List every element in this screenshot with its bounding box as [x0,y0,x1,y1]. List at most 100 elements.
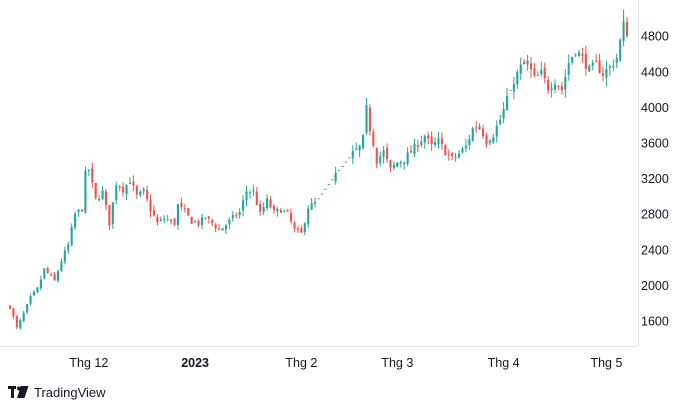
candle [122,182,125,197]
candle [584,45,587,76]
candle [146,185,149,202]
candle [385,143,389,163]
candle [358,144,361,158]
candle [612,59,615,71]
candle [389,159,392,173]
candle [115,181,118,205]
candle [56,269,60,283]
candle [502,101,505,124]
candle [553,79,557,94]
candle [550,81,553,98]
x-axis-ticks: Thg 12 2023 Thg 2 Thg 3 Thg 4 Thg 5 [69,356,622,370]
candle [53,271,56,281]
x-tick-label: Thg 3 [381,356,413,370]
candle [451,151,454,161]
x-tick-label: 2023 [181,356,209,370]
candle [512,77,515,100]
candle [272,204,275,214]
x-tick-label: Thg 5 [590,356,622,370]
candle [94,182,97,200]
y-tick-label: 1600 [641,314,669,328]
candle [526,54,529,71]
candle [334,166,337,185]
candle [420,135,423,148]
candle [108,205,111,231]
candle [591,60,594,71]
candle [488,138,491,146]
candle [307,205,310,228]
candle [379,151,382,167]
candle [269,196,272,209]
candle [574,53,577,58]
candle [457,150,461,159]
candle [170,218,173,225]
candle [286,208,289,213]
candle [204,217,207,220]
candle [46,266,49,274]
candle [163,215,166,224]
candle [310,197,313,210]
footer-brand[interactable]: TradingView [8,383,106,401]
candle [571,56,574,66]
candle [235,212,238,219]
y-tick-label: 2800 [641,208,669,222]
candle [190,216,193,224]
candle [560,81,563,95]
candle [540,61,543,77]
candle [8,304,12,310]
candle [447,149,450,161]
tradingview-logo-icon [8,386,29,398]
candle [495,120,498,143]
candle [70,223,73,247]
candle [39,275,42,291]
candle [392,161,395,171]
candle [300,225,303,234]
candle [615,53,618,68]
candle [461,146,464,155]
candle [194,220,197,223]
candle [26,303,29,315]
candle [91,162,94,188]
candle [98,195,101,202]
candle [365,97,368,136]
candle [19,318,22,331]
candle [368,104,371,136]
candle [464,138,467,153]
candle [214,223,217,233]
candle [111,202,114,229]
y-axis-ticks: 1600 2000 2400 2800 3200 3600 4000 4400 4800 [641,30,669,329]
candle [200,213,204,230]
candle [314,197,317,208]
candle [543,62,546,84]
candle [80,209,84,212]
candle [228,217,231,230]
candle [218,223,221,231]
candle [207,215,210,224]
candle [128,177,132,185]
candle [238,208,241,219]
candle [409,145,413,153]
candle [252,184,255,197]
candle [625,21,629,38]
candle [245,185,248,207]
y-tick-label: 2400 [641,243,669,257]
candle [255,186,258,206]
candle [43,267,46,280]
candle [481,124,485,139]
y-tick-label: 2000 [641,279,669,293]
candle [84,166,87,214]
candle [622,9,625,31]
candle [74,211,77,230]
candle [564,69,567,98]
candle [413,138,416,158]
candle [536,71,539,76]
candle [221,228,224,231]
candle [176,203,180,230]
candle [423,134,426,149]
candle [403,161,406,170]
candle [440,132,443,150]
candle [519,57,522,80]
candle [139,190,142,198]
brand-name: TradingView [34,384,106,400]
